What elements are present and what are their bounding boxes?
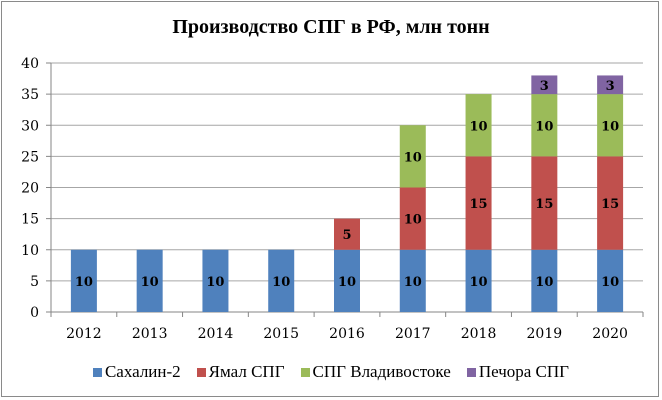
bar-segment [597, 249, 624, 312]
legend-swatch [196, 367, 206, 377]
y-tick-label: 40 [21, 56, 39, 72]
legend-label: Печора СПГ [478, 362, 570, 381]
data-label: 10 [535, 119, 553, 134]
legend-swatch [466, 367, 476, 377]
data-label: 15 [601, 197, 619, 212]
data-label: 10 [404, 275, 422, 290]
bar-segment [334, 218, 360, 250]
bar-segment [268, 249, 295, 312]
data-label: 10 [470, 119, 488, 134]
legend-item: Сахалин-2 [92, 362, 181, 382]
bar-segment [136, 249, 163, 312]
legend-swatch [92, 367, 102, 377]
data-label: 10 [601, 119, 619, 134]
chart-title: Производство СПГ в РФ, млн тонн [172, 16, 490, 38]
y-tick-label: 15 [21, 212, 39, 228]
x-tick-label: 2020 [592, 326, 628, 342]
data-label: 10 [141, 275, 159, 290]
bar-segment [597, 156, 624, 250]
bar-segment [531, 75, 558, 95]
y-tick-label: 30 [21, 118, 39, 134]
data-label: 10 [535, 275, 553, 290]
data-label: 3 [540, 79, 549, 94]
y-tick-label: 25 [21, 149, 39, 165]
bar-segment [531, 249, 558, 312]
data-label: 10 [206, 275, 224, 290]
legend: Сахалин-2 Ямал СПГ СПГ Владивостоке Печора … [0, 362, 662, 382]
data-label: 10 [75, 275, 93, 290]
data-label: 10 [404, 150, 422, 165]
data-label: 3 [606, 79, 615, 94]
y-tick-label: 5 [30, 274, 39, 290]
bar-segment [399, 249, 426, 312]
data-label: 5 [342, 228, 351, 243]
legend-label: Сахалин-2 [104, 362, 181, 381]
data-label: 10 [601, 275, 619, 290]
bar-segment [70, 249, 97, 312]
x-tick-label: 2016 [329, 326, 365, 342]
bar-segment [334, 249, 360, 312]
x-tick-label: 2014 [198, 326, 234, 342]
bar-segment [399, 187, 426, 250]
data-label: 10 [338, 275, 356, 290]
x-tick-label: 2015 [263, 326, 299, 342]
y-tick-label: 35 [21, 87, 39, 103]
x-tick-label: 2017 [395, 326, 431, 342]
data-label: 10 [404, 213, 422, 228]
x-tick-label: 2013 [132, 326, 168, 342]
bar-segment [597, 94, 624, 157]
legend-item: Печора СПГ [466, 362, 570, 382]
bar-segment [531, 94, 558, 157]
legend-label: СПГ Владивостоке [312, 362, 451, 381]
x-tick-label: 2012 [66, 326, 102, 342]
data-label: 10 [272, 275, 290, 290]
bar-segment [597, 75, 624, 95]
bar-segment [465, 249, 492, 312]
legend-label: Ямал СПГ [208, 362, 285, 381]
bar-segment [465, 94, 492, 157]
legend-item: СПГ Владивостоке [300, 362, 451, 382]
x-tick-label: 2019 [527, 326, 563, 342]
data-label: 15 [535, 197, 553, 212]
bar-segment [202, 249, 229, 312]
bar-segment [465, 156, 492, 250]
data-label: 10 [470, 275, 488, 290]
bar-segment [531, 156, 558, 250]
bar-segment [399, 125, 426, 188]
y-tick-label: 0 [30, 305, 39, 321]
x-tick-label: 2018 [461, 326, 497, 342]
data-label: 15 [470, 197, 488, 212]
y-tick-label: 10 [21, 243, 39, 259]
legend-item: Ямал СПГ [196, 362, 285, 382]
y-tick-label: 20 [21, 181, 39, 197]
legend-swatch [300, 367, 310, 377]
